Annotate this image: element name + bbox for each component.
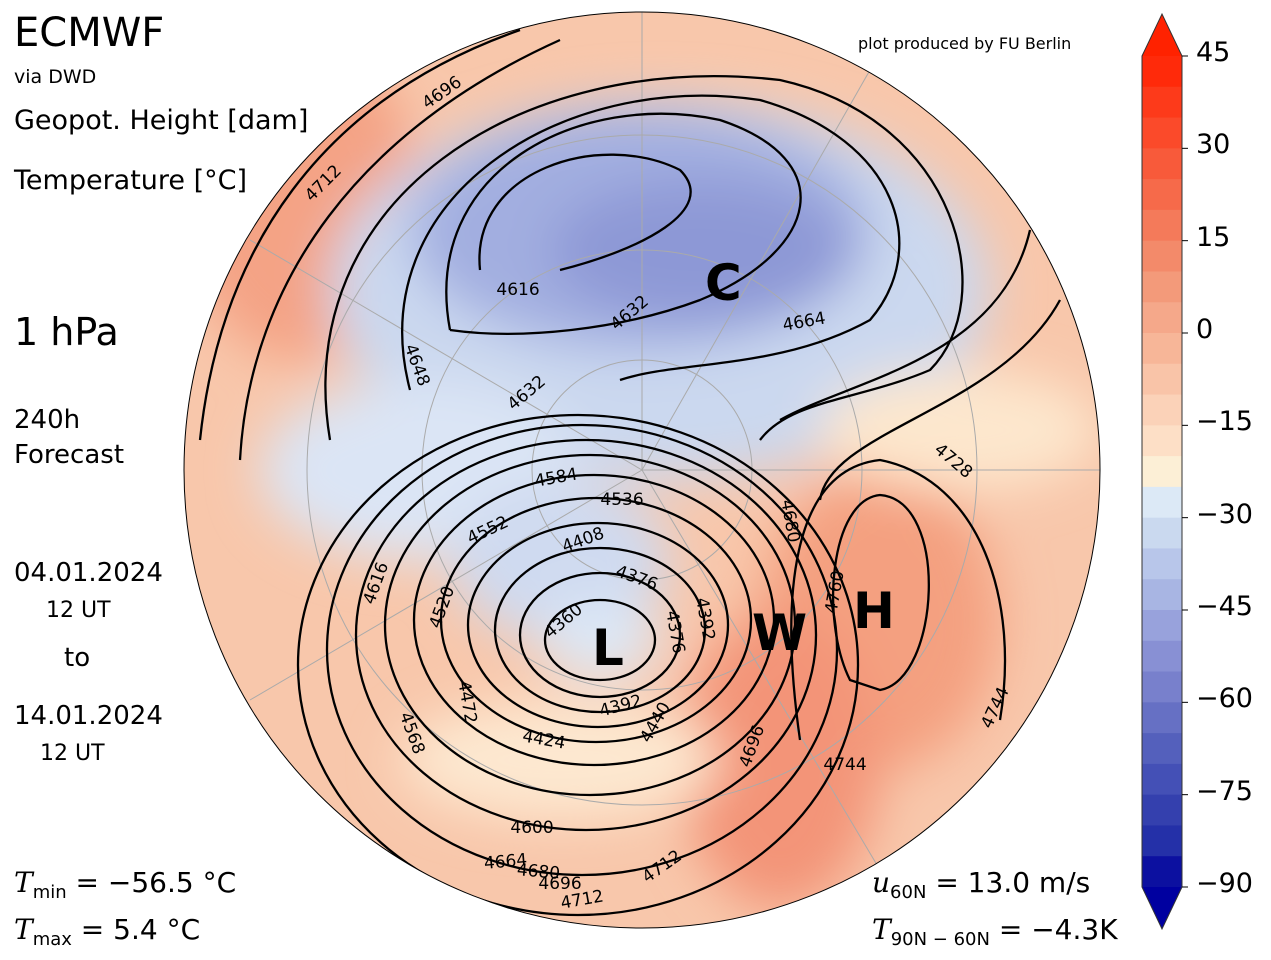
colorbar-bin <box>1142 179 1182 211</box>
map-boundary <box>183 11 1101 929</box>
colorbar <box>1141 12 1188 931</box>
colorbar-bin <box>1142 548 1182 580</box>
forecast-label: Forecast <box>14 440 125 470</box>
contour-label: 4536 <box>600 490 643 510</box>
colorbar-bin <box>1142 394 1182 426</box>
contour-label: 4664 <box>483 850 528 874</box>
colorbar-bin <box>1142 763 1182 796</box>
model-title: ECMWF <box>14 10 165 56</box>
period-to: to <box>64 643 91 673</box>
start-time: 12 UT <box>46 598 111 623</box>
colorbar-bin <box>1142 486 1182 519</box>
forecast-hours: 240h <box>14 405 81 435</box>
contour-label: 4744 <box>823 755 866 775</box>
colorbar-tick-label: −60 <box>1196 683 1253 715</box>
data-source: via DWD <box>14 66 97 88</box>
colorbar-bin <box>1142 240 1182 272</box>
pressure-level: 1 hPa <box>14 310 119 354</box>
cold-center-label: C <box>705 254 742 312</box>
colorbar-bin <box>1142 56 1182 88</box>
colorbar-bin <box>1142 517 1182 549</box>
colorbar-extend-max <box>1142 14 1182 56</box>
colorbar-bin <box>1142 579 1182 611</box>
colorbar-bin <box>1142 117 1182 149</box>
start-date: 04.01.2024 <box>14 558 163 588</box>
end-date: 14.01.2024 <box>14 701 163 731</box>
colorbar-bin <box>1142 794 1182 826</box>
colorbar-bin <box>1142 271 1182 303</box>
contour-label: 4616 <box>496 280 539 300</box>
colorbar-bin <box>1142 733 1182 765</box>
u60n-stat: u60N = 13.0 m/s <box>872 866 1091 903</box>
colorbar-bin <box>1142 425 1182 457</box>
colorbar-bin <box>1142 209 1182 242</box>
tmax-stat: Tmax = 5.4 °C <box>14 913 201 950</box>
colorbar-bin <box>1142 456 1182 488</box>
contour-label: 4600 <box>510 818 553 838</box>
colorbar-bin <box>1142 333 1182 365</box>
field-label-height: Geopot. Height [dam] <box>14 105 309 136</box>
colorbar-tick-label: 15 <box>1196 221 1231 253</box>
credit-text: plot produced by FU Berlin <box>858 34 1072 53</box>
colorbar-bin <box>1142 86 1182 119</box>
colorbar-tick-label: 30 <box>1196 129 1231 161</box>
contour-label: 4680 <box>516 860 561 884</box>
colorbar-bin <box>1142 610 1182 642</box>
colorbar-tick-label: −45 <box>1196 591 1253 622</box>
colorbar-bin <box>1142 363 1182 396</box>
colorbar-bin <box>1142 856 1182 888</box>
colorbar-tick-label: 45 <box>1196 37 1231 68</box>
colorbar-extend-min <box>1142 887 1182 929</box>
high-center-label: H <box>853 582 895 640</box>
colorbar-bin <box>1142 702 1182 734</box>
colorbar-bin <box>1142 825 1182 857</box>
colorbar-tick-label: −15 <box>1196 406 1253 438</box>
t90n-60n-stat: T90N − 60N = −4.3K <box>872 913 1118 950</box>
colorbar-tick-label: −30 <box>1196 498 1253 530</box>
colorbar-bin <box>1142 671 1182 703</box>
graticule <box>249 12 1100 871</box>
colorbar-bin <box>1142 148 1182 180</box>
contour-label: 4696 <box>538 874 581 894</box>
end-time: 12 UT <box>40 741 105 766</box>
colorbar-bin <box>1142 302 1182 334</box>
low-center-label: L <box>592 619 624 677</box>
field-label-temperature: Temperature [°C] <box>14 165 248 196</box>
colorbar-tick-label: −90 <box>1196 868 1253 899</box>
tmin-stat: Tmin = −56.5 °C <box>14 866 237 903</box>
colorbar-tick-label: −75 <box>1196 775 1253 807</box>
colorbar-bin <box>1142 640 1182 673</box>
height-contours <box>198 28 1062 917</box>
colorbar-tick-label: 0 <box>1196 314 1214 345</box>
warm-center-label: W <box>752 604 807 662</box>
